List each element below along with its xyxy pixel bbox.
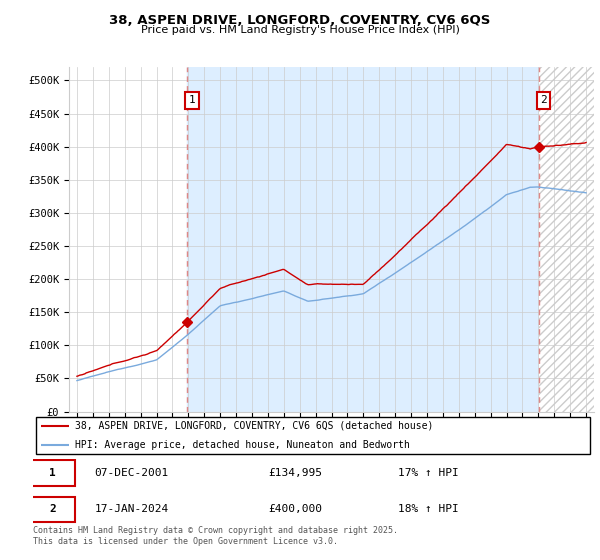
Text: 17-JAN-2024: 17-JAN-2024	[95, 505, 169, 515]
Text: 17% ↑ HPI: 17% ↑ HPI	[398, 468, 458, 478]
Text: £134,995: £134,995	[269, 468, 323, 478]
Text: 2: 2	[49, 505, 56, 515]
Text: 2: 2	[541, 95, 547, 105]
FancyBboxPatch shape	[30, 497, 75, 522]
Text: 18% ↑ HPI: 18% ↑ HPI	[398, 505, 458, 515]
Bar	[539, 67, 594, 412]
Text: Contains HM Land Registry data © Crown copyright and database right 2025.
This d: Contains HM Land Registry data © Crown c…	[33, 526, 398, 546]
Text: HPI: Average price, detached house, Nuneaton and Bedworth: HPI: Average price, detached house, Nune…	[75, 440, 410, 450]
Text: 1: 1	[49, 468, 56, 478]
Text: Price paid vs. HM Land Registry's House Price Index (HPI): Price paid vs. HM Land Registry's House …	[140, 25, 460, 35]
Text: 07-DEC-2001: 07-DEC-2001	[95, 468, 169, 478]
Text: 38, ASPEN DRIVE, LONGFORD, COVENTRY, CV6 6QS: 38, ASPEN DRIVE, LONGFORD, COVENTRY, CV6…	[109, 14, 491, 27]
Text: £400,000: £400,000	[269, 505, 323, 515]
Bar	[539, 67, 594, 412]
FancyBboxPatch shape	[30, 460, 75, 486]
FancyBboxPatch shape	[36, 417, 590, 454]
Text: 1: 1	[188, 95, 195, 105]
Text: 38, ASPEN DRIVE, LONGFORD, COVENTRY, CV6 6QS (detached house): 38, ASPEN DRIVE, LONGFORD, COVENTRY, CV6…	[75, 421, 433, 431]
Bar	[187, 67, 539, 412]
